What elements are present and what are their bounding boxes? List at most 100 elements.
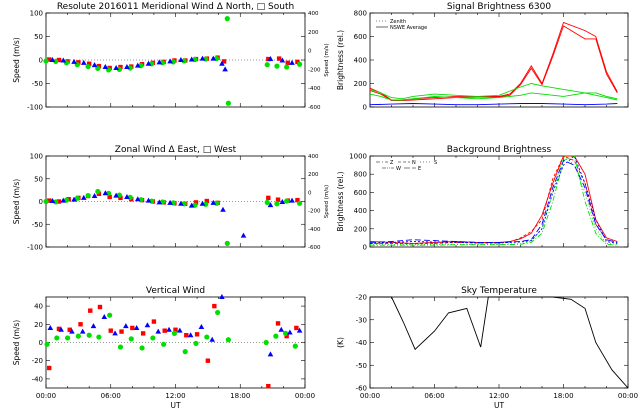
data-point-red: [266, 56, 271, 62]
data-point-green: [85, 63, 91, 70]
data-point-green: [53, 199, 59, 205]
series-line-green-1: [369, 83, 618, 101]
x-tick-label: 12:00: [489, 392, 509, 400]
series-line-black: [370, 296, 629, 389]
data-point-blue: [144, 322, 151, 328]
y-tick-label: 0: [39, 57, 43, 65]
right-tick-label: -200: [308, 209, 321, 215]
right-tick-label: 400: [308, 11, 319, 17]
data-point-red: [108, 328, 113, 333]
data-point-green: [150, 335, 156, 341]
data-point-green: [107, 312, 113, 318]
x-tick-label: 18:00: [230, 392, 250, 400]
data-point-red: [212, 303, 217, 309]
series-line-green-2: [370, 155, 618, 246]
y-tick-label: 50: [34, 175, 43, 183]
y-axis-label: Brightness (rel.): [336, 30, 345, 90]
right-tick-label: -200: [308, 67, 321, 73]
chart-title: Sky Temperature: [461, 286, 537, 296]
data-point-red: [78, 322, 83, 327]
data-point-blue: [279, 198, 286, 204]
data-point-blue: [240, 232, 247, 238]
y-tick-label: -60: [356, 385, 367, 393]
data-point-red: [118, 195, 123, 201]
data-point-blue: [219, 294, 225, 299]
data-point-blue: [198, 324, 205, 330]
data-point-blue: [124, 193, 130, 199]
data-point-blue: [60, 57, 67, 63]
data-point-blue: [113, 64, 119, 70]
series-line-blue-1: [369, 103, 618, 106]
data-point-blue: [90, 323, 97, 329]
data-point-red: [221, 59, 227, 64]
data-point-green: [204, 334, 210, 340]
x-axis-label: UT: [494, 401, 504, 410]
y-tick-label: -40: [356, 339, 367, 347]
data-point-blue: [167, 58, 173, 64]
series-line-blue-2: [369, 155, 618, 244]
legend-label: NSWE Average: [390, 25, 427, 31]
data-point-blue: [102, 190, 109, 196]
series-line-blue-1: [369, 160, 618, 243]
data-point-blue: [71, 58, 77, 64]
data-point-blue: [156, 199, 163, 205]
data-point-green: [264, 199, 270, 206]
data-point-blue: [60, 197, 67, 203]
data-point-red: [140, 331, 146, 336]
meridional-panel: Resolute 2016011 Meridional Wind Δ North…: [12, 2, 330, 112]
data-point-blue: [113, 192, 119, 198]
y-axis-label: (K): [336, 337, 345, 348]
y-tick-label: -30: [356, 316, 367, 324]
data-point-green: [297, 200, 303, 206]
data-point-green: [75, 333, 81, 339]
data-point-blue: [145, 60, 152, 66]
data-point-blue: [267, 56, 274, 62]
data-point-green: [292, 343, 298, 349]
data-point-red: [275, 321, 281, 326]
data-point-red: [151, 319, 157, 324]
data-point-green: [284, 198, 290, 204]
data-point-red: [67, 327, 72, 332]
y-tick-label: -20: [32, 357, 43, 365]
data-point-blue: [210, 55, 217, 61]
data-point-red: [47, 365, 52, 371]
data-point-blue: [112, 330, 118, 336]
data-point-blue: [289, 197, 295, 203]
data-point-blue: [47, 324, 54, 330]
data-point-red: [47, 57, 52, 62]
right-tick-label: -400: [308, 86, 321, 92]
data-point-green: [263, 339, 269, 346]
data-point-blue: [222, 66, 228, 72]
data-point-blue: [91, 193, 98, 199]
data-point-green: [128, 336, 134, 342]
y-tick-label: 600: [354, 189, 367, 197]
data-point-blue: [287, 329, 293, 335]
right-axis-label: Speed (m/s): [324, 185, 330, 218]
data-point-red: [266, 383, 271, 389]
x-tick-label: 00:00: [360, 392, 380, 400]
data-point-green: [225, 100, 231, 106]
x-tick-label: 18:00: [553, 392, 573, 400]
data-point-blue: [267, 351, 274, 357]
data-point-blue: [133, 324, 140, 330]
data-point-green: [225, 337, 231, 343]
data-point-green: [224, 16, 230, 22]
data-point-green: [214, 309, 221, 316]
y-axis-label: Brightness (rel.): [336, 171, 345, 231]
y-tick-label: 800: [354, 171, 367, 179]
y-tick-label: -40: [32, 375, 43, 383]
data-point-blue: [210, 199, 217, 205]
data-point-green: [43, 198, 49, 205]
data-point-blue: [178, 200, 184, 206]
data-point-blue: [79, 328, 86, 334]
data-point-blue: [188, 202, 195, 208]
right-axis-label: Speed (m/s): [324, 43, 330, 76]
signal-panel: Signal Brightness 6300 800 600 400 200 0 Brigh…: [336, 2, 629, 112]
data-point-blue: [49, 198, 56, 204]
data-point-red: [47, 198, 52, 203]
chart-title: Background Brightness: [447, 145, 552, 155]
data-point-green: [182, 349, 188, 355]
y-tick-label: 40: [34, 303, 43, 311]
right-tick-label: -600: [308, 245, 321, 251]
